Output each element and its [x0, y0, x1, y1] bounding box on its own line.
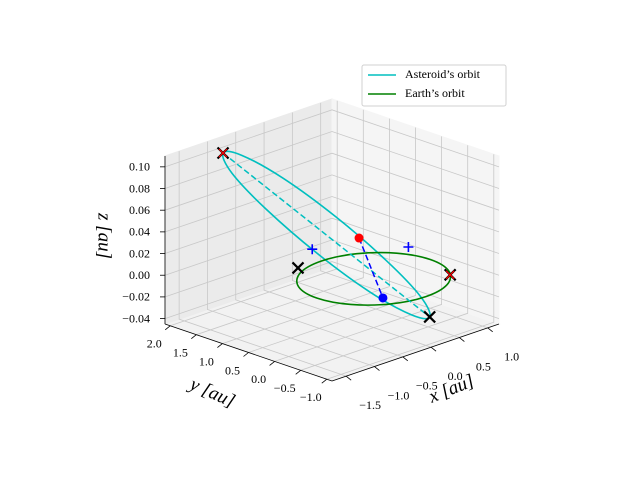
z-tick-label: 0.04 [129, 225, 150, 239]
grid-line [164, 174, 500, 233]
plus-marker [403, 242, 414, 253]
grid-line [235, 131, 403, 358]
y-axis-line [164, 323, 333, 382]
z-axis-label: z [au] [94, 212, 115, 259]
y-tick [269, 361, 275, 366]
x-tick-label: 0.5 [476, 359, 491, 373]
grid-line [164, 261, 500, 319]
grid-line [164, 109, 500, 168]
grid-line [164, 131, 500, 189]
x-tick-label: −1.0 [388, 388, 410, 402]
x-tick [402, 356, 409, 362]
point-marker [354, 233, 364, 243]
x-tick [459, 337, 465, 342]
y-tick-label: 0.5 [225, 363, 240, 377]
grid-line [263, 122, 432, 348]
axes: −1.5 −1.0 −0.5 0.0 0.5 1.0 −1.0 −0.5 0.0 0.5 1.0 1.… [122, 156, 519, 412]
x-tick-label: 1.0 [504, 350, 519, 364]
y-tick [243, 352, 249, 357]
y-tick [191, 334, 197, 339]
x-tick-label: 0.0 [448, 369, 463, 383]
grid-line [164, 217, 500, 276]
x-tick-label: −1.5 [359, 398, 381, 412]
x-tick [374, 366, 380, 371]
z-tick-label: 0.06 [129, 203, 150, 217]
grid-line [178, 151, 347, 377]
x-tick [345, 375, 352, 381]
x-tick [430, 346, 437, 352]
y-tick-label: −1.0 [300, 390, 322, 404]
grid-line [291, 112, 460, 338]
dashed-line [358, 237, 384, 299]
y-axis-label: y [au] [185, 373, 238, 412]
x-tick-label: −0.5 [416, 379, 438, 393]
grid-line [196, 109, 364, 336]
grid-line [222, 118, 390, 344]
orbit-line [296, 251, 452, 306]
grid [164, 100, 500, 380]
dashed-line [222, 152, 431, 318]
y-tick-label: 1.0 [199, 354, 214, 368]
x-marker [445, 270, 455, 280]
x-marker [218, 148, 228, 158]
grid-line [300, 145, 469, 371]
y-tick [217, 343, 223, 348]
y-tick-label: 0.0 [251, 372, 266, 386]
y-tick-label: 1.5 [173, 345, 188, 359]
z-tick-label: 0.00 [129, 268, 150, 282]
x-tick [487, 327, 493, 333]
grid-line [207, 141, 375, 367]
z-tick-label: 0.08 [129, 181, 150, 195]
z-tick-label: −0.04 [122, 311, 150, 325]
plot-area [216, 146, 457, 324]
y-tick-label: −0.5 [274, 381, 296, 395]
legend-box [361, 64, 507, 107]
z-tick-label: 0.10 [129, 160, 150, 174]
x-marker [291, 261, 305, 275]
grid-line [248, 127, 416, 353]
y-tick [321, 378, 328, 384]
grid-line [326, 154, 495, 380]
z-tick-label: −0.02 [122, 290, 150, 304]
point-marker [378, 293, 388, 303]
legend: Asteroid’s orbit Earth’s orbit [361, 64, 507, 107]
z-tick-label: 0.02 [129, 246, 150, 260]
x-marker [423, 310, 436, 324]
grid-line [274, 136, 442, 362]
grid-line [164, 152, 500, 211]
y-tick-label: 2.0 [147, 337, 162, 351]
y-tick [295, 370, 301, 375]
plus-marker [307, 244, 318, 255]
y-tick [164, 325, 171, 331]
grid-line [320, 102, 488, 329]
grid-line [164, 196, 500, 254]
legend-label: Earth’s orbit [405, 86, 465, 100]
legend-label: Asteroid’s orbit [405, 67, 481, 81]
x-axis-line [331, 323, 500, 382]
